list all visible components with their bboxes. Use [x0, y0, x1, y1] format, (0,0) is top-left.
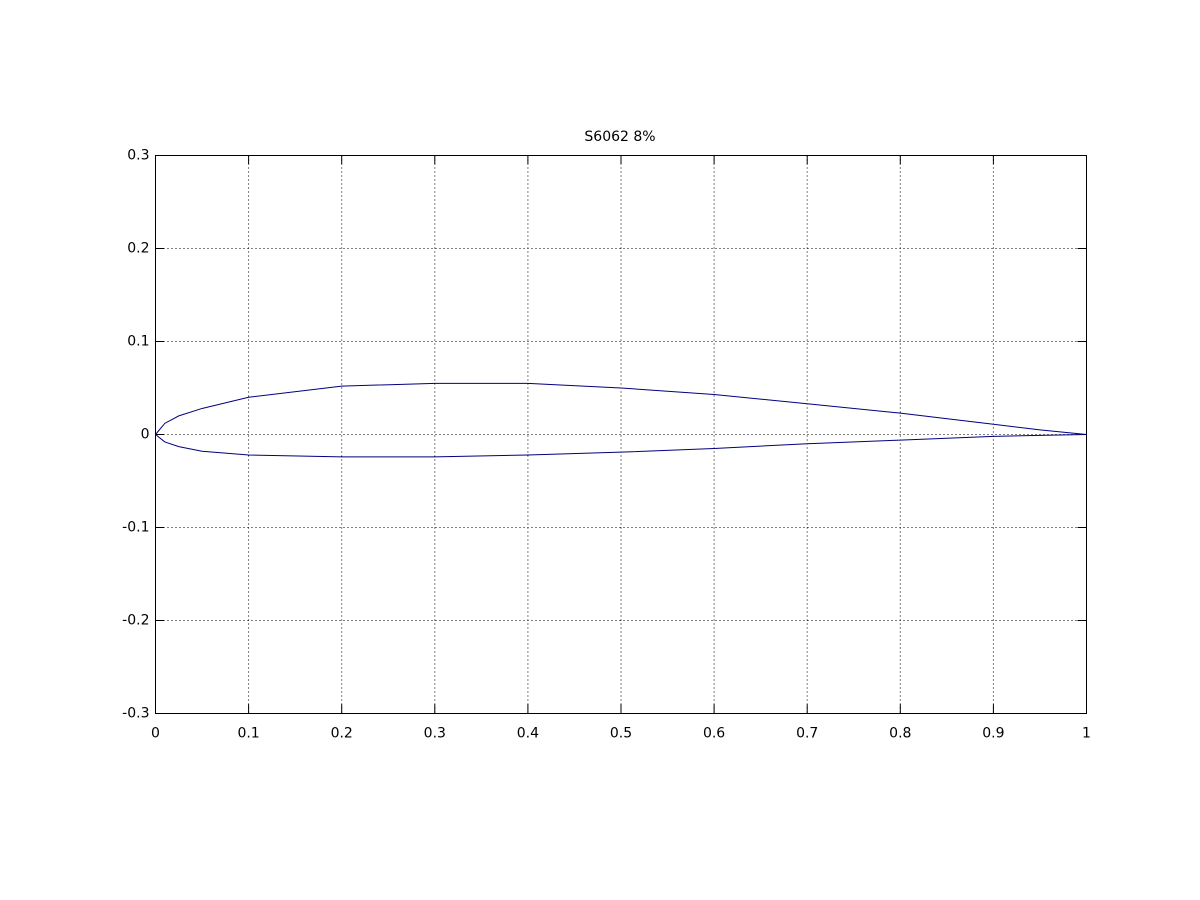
- chart-title: S6062 8%: [584, 129, 655, 145]
- y-tick-label: 0: [141, 427, 150, 443]
- y-tick-label: 0.3: [127, 148, 149, 164]
- airfoil-line: [155, 434, 1087, 458]
- x-tick-label: 0: [151, 726, 160, 742]
- x-tick-label: 0.2: [331, 726, 353, 742]
- x-tick-label: 1: [1082, 726, 1091, 742]
- y-tick-label: -0.1: [122, 520, 149, 536]
- y-tick-label: 0.2: [127, 241, 149, 257]
- y-tick-label: 0.1: [127, 334, 149, 350]
- x-tick-label: 0.4: [517, 726, 539, 742]
- x-tick-label: 0.9: [982, 726, 1004, 742]
- x-tick-label: 0.6: [703, 726, 725, 742]
- x-tick-label: 0.1: [237, 726, 259, 742]
- y-tick-label: -0.3: [122, 706, 149, 722]
- x-tick-label: 0.5: [610, 726, 632, 742]
- y-tick-label: -0.2: [122, 613, 149, 629]
- x-tick-label: 0.3: [424, 726, 446, 742]
- airfoil-line: [155, 382, 1087, 435]
- x-tick-label: 0.7: [796, 726, 818, 742]
- x-tick-label: 0.8: [889, 726, 911, 742]
